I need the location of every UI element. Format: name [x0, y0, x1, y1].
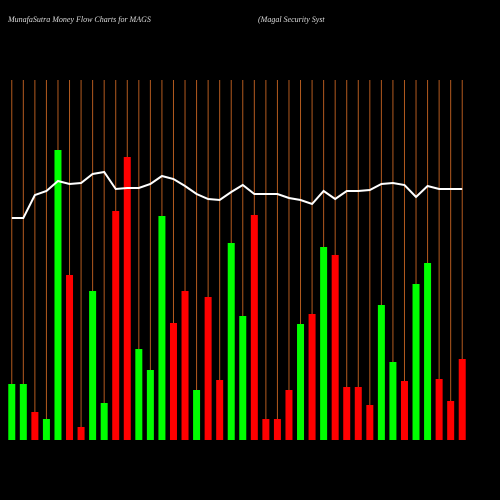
bar: [320, 247, 328, 440]
bar: [8, 384, 16, 440]
bar: [354, 387, 362, 440]
bar: [273, 419, 281, 440]
bar: [239, 316, 247, 440]
bar: [297, 324, 305, 440]
money-flow-line: [11, 170, 463, 219]
bar: [181, 291, 189, 440]
chart-title: MunafaSutra Money Flow Charts for MAGS: [7, 15, 151, 24]
bar: [100, 403, 108, 440]
bar: [193, 390, 201, 440]
bar: [66, 275, 74, 440]
bar: [135, 349, 143, 440]
bar: [123, 157, 131, 440]
bar: [285, 390, 293, 440]
bar: [412, 284, 420, 440]
bar: [377, 305, 385, 440]
bar: [54, 150, 62, 440]
bar: [89, 291, 97, 440]
bar: [366, 405, 374, 440]
bar: [146, 370, 154, 440]
bar: [435, 379, 443, 440]
bar: [308, 314, 316, 440]
bar: [400, 381, 408, 440]
bar: [204, 297, 212, 440]
bar: [458, 359, 466, 440]
bar: [169, 323, 177, 440]
bar: [250, 215, 258, 440]
bar: [77, 427, 85, 440]
bar: [158, 216, 166, 440]
bar: [331, 255, 339, 440]
bar: [227, 243, 235, 440]
bar: [262, 419, 270, 440]
bar: [343, 387, 351, 440]
bar: [112, 211, 120, 440]
bar: [19, 384, 27, 440]
bar: [424, 263, 432, 440]
bar: [216, 380, 224, 440]
bar: [42, 419, 50, 440]
bar: [389, 362, 397, 440]
bar: [447, 401, 455, 440]
bar: [31, 412, 39, 440]
chart-subtitle: (Magal Security Syst: [258, 15, 325, 24]
